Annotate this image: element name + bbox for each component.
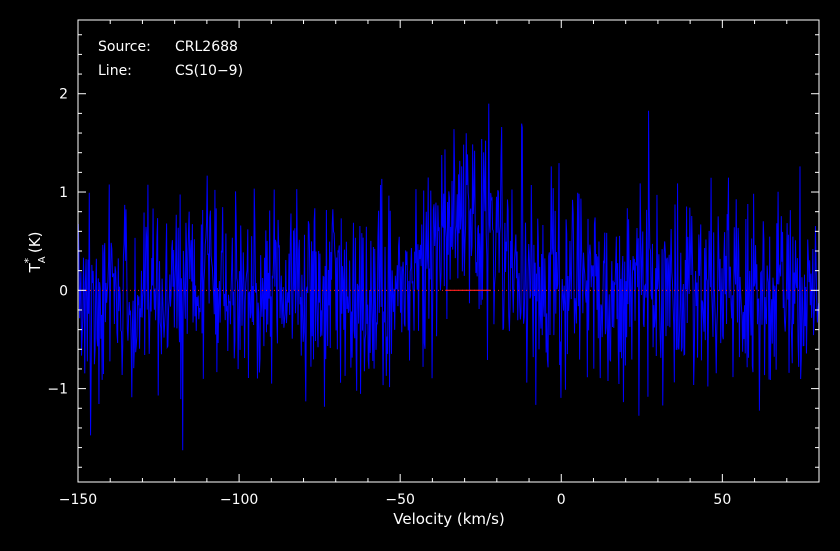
y-axis-title: TA* (K) [22,232,48,274]
x-tick-label: 50 [713,492,731,508]
y-axis-title-main: T [26,262,44,273]
y-axis-title-sup: * [22,257,35,263]
line-value: CS(10−9) [175,63,243,79]
y-axis-title-sub: A [37,256,48,263]
y-tick-label: 2 [59,87,68,103]
spectrum-line [77,103,820,451]
x-tick-label: −100 [220,492,258,508]
x-axis-title: Velocity (km/s) [393,510,504,528]
source-label: Source: [98,39,151,55]
svg-text:TA* (K): TA* (K) [22,232,48,274]
x-tick-label: −150 [59,492,97,508]
x-tick-label: −50 [385,492,415,508]
spectrum-series [77,103,820,451]
axis-ticks [77,20,820,482]
y-tick-label: 0 [59,283,68,299]
y-axis-title-unit: (K) [26,232,44,258]
x-tick-label: 0 [557,492,566,508]
y-tick-label: −1 [47,382,68,398]
tick-labels: −150 −100 −50 0 50 −1 0 1 2 [47,87,731,508]
line-label: Line: [98,63,132,79]
source-value: CRL2688 [175,39,238,55]
y-tick-label: 1 [59,185,68,201]
